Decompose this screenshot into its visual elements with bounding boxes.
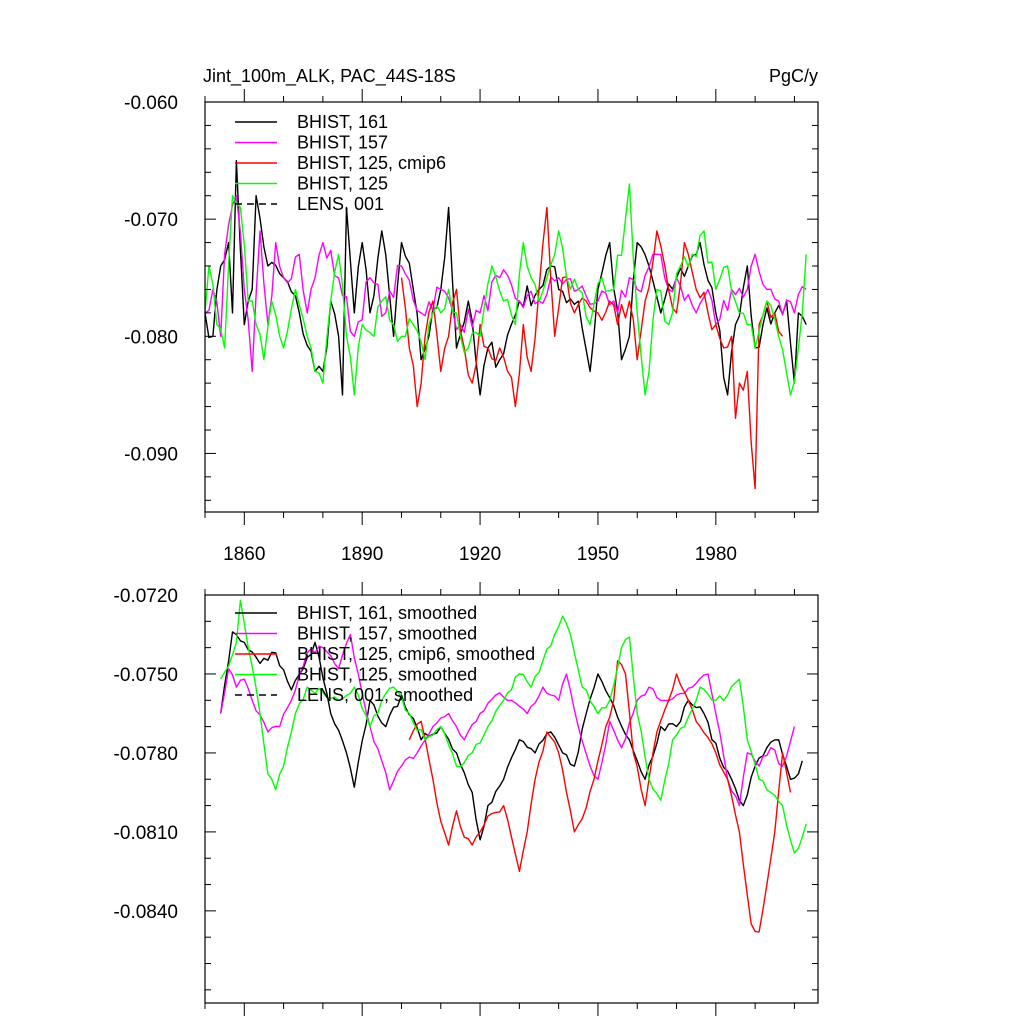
x-tick-label: 1950 xyxy=(577,544,619,565)
series-line-bhist-125 xyxy=(204,183,807,396)
y-tick-label: -0.0810 xyxy=(114,823,178,844)
plot-frame xyxy=(204,101,819,513)
top-panel: Jint_100m_ALK, PAC_44S-18S PgC/y -0.060-… xyxy=(124,66,819,565)
bottom-panel: -0.0720 -0.0750 -0.0780 -0.0810 -0.0840 BHIS… xyxy=(114,582,819,1016)
legend-label-bhist-125-smoothed: BHIST, 125, smoothed xyxy=(297,665,477,685)
legend-label-bhist-125-cmip6: BHIST, 125, cmip6 xyxy=(297,153,446,173)
y-tick-label: -0.0780 xyxy=(114,744,178,765)
series-line-bhist-125-smoothed xyxy=(220,599,807,854)
series-line-bhist-157 xyxy=(204,195,807,373)
axis-ticks: -0.060 -0.070 -0.080 -0.090 1860 1890 1920 1950… xyxy=(124,89,818,565)
legend-label-bhist-157-smoothed: BHIST, 157, smoothed xyxy=(297,624,477,644)
series-line-bhist-125-cmip6-smoothed xyxy=(408,660,792,933)
legend-label-bhist-161-smoothed: BHIST, 161, smoothed xyxy=(297,603,477,623)
series-line-bhist-157-smoothed xyxy=(220,633,796,807)
y-tick-label: -0.080 xyxy=(124,327,178,348)
series-group xyxy=(220,599,807,933)
y-tick-label: -0.0840 xyxy=(114,902,178,923)
y-tick-label: -0.090 xyxy=(124,444,178,465)
plot-frame xyxy=(204,594,819,1004)
series-group xyxy=(204,159,807,490)
legend-label-bhist-161: BHIST, 161 xyxy=(297,112,388,132)
legend-label-bhist-125-cmip6-smoothed: BHIST, 125, cmip6, smoothed xyxy=(297,644,535,664)
x-tick-label: 1980 xyxy=(695,544,737,565)
y-tick-label: -0.0720 xyxy=(114,586,178,607)
legend-label-bhist-157: BHIST, 157 xyxy=(297,133,388,153)
units-label: PgC/y xyxy=(769,66,818,86)
y-tick-label: -0.070 xyxy=(124,210,178,231)
x-tick-label: 1890 xyxy=(341,544,383,565)
y-tick-label: -0.060 xyxy=(124,93,178,114)
series-line-bhist-161-smoothed xyxy=(220,631,803,841)
series-line-bhist-161 xyxy=(204,159,807,396)
legend-label-bhist-125: BHIST, 125 xyxy=(297,174,388,194)
legend-label-lens-001-smoothed: LENS, 001, smoothed xyxy=(297,685,473,705)
chart-title: Jint_100m_ALK, PAC_44S-18S xyxy=(203,66,456,87)
axis-ticks: -0.0720 -0.0750 -0.0780 -0.0810 -0.0840 xyxy=(114,582,818,1016)
x-tick-label: 1920 xyxy=(459,544,501,565)
x-tick-label: 1860 xyxy=(223,544,265,565)
legend-label-lens-001: LENS, 001 xyxy=(297,194,384,214)
y-tick-label: -0.0750 xyxy=(114,665,178,686)
